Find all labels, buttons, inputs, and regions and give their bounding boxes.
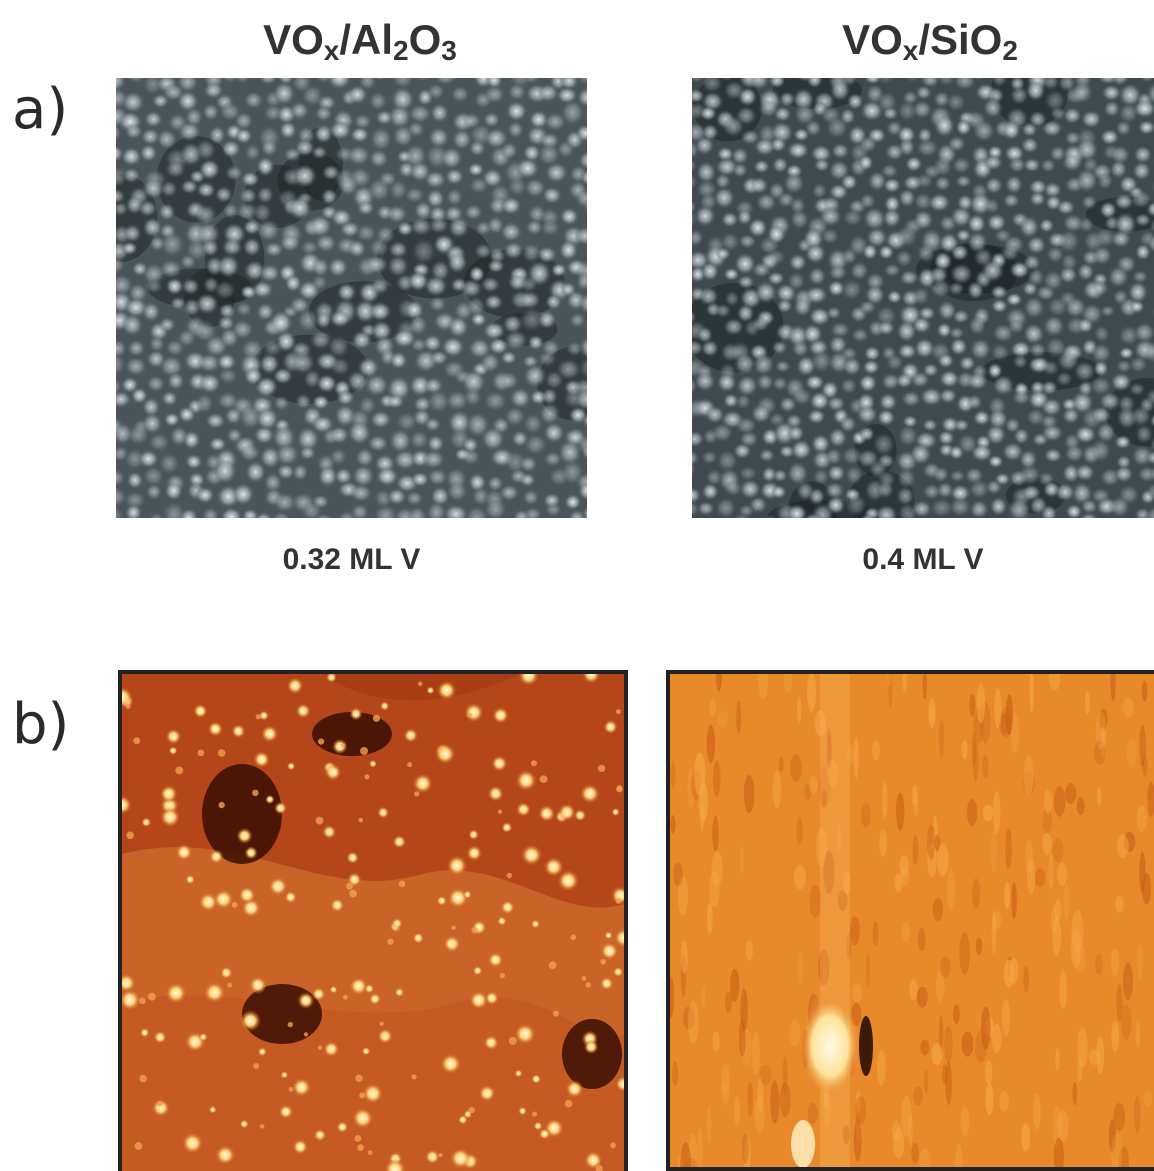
row-label-a: a) — [12, 77, 69, 142]
stm-image-sio2 — [692, 78, 1154, 518]
column-title-sio2: VOx/SiO2 — [842, 16, 1018, 66]
afm-image-al2o3 — [118, 670, 628, 1171]
column-title-al2o3: VOx/Al2O3 — [263, 16, 457, 66]
coverage-label-al2o3: 0.32 ML V — [282, 543, 421, 576]
stm-image-al2o3 — [116, 78, 587, 518]
afm-image-sio2 — [666, 670, 1154, 1171]
coverage-label-sio2: 0.4 ML V — [862, 543, 984, 576]
row-label-b: b) — [12, 692, 70, 757]
